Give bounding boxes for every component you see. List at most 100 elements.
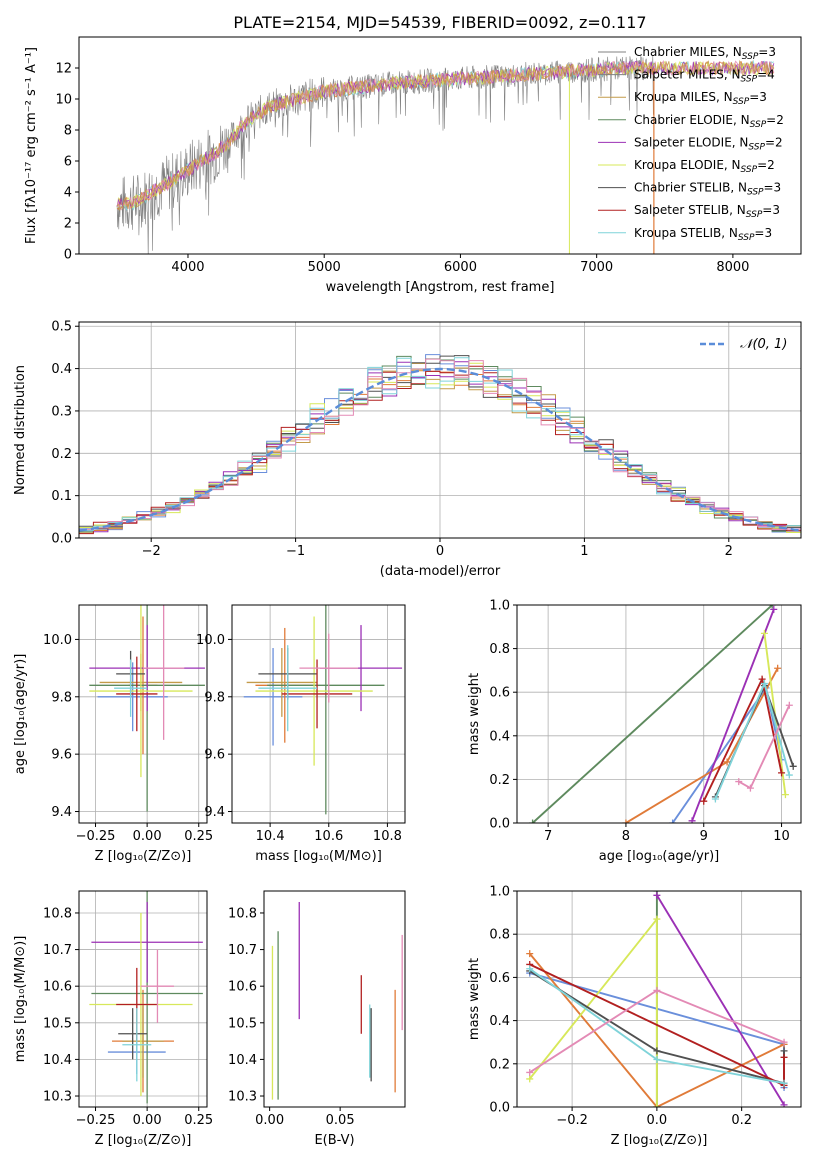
y-tick-label: 10.4: [228, 1053, 257, 1068]
weight-marker: [746, 784, 754, 792]
chart-spectrum: 4000 5000 6000 7000 8000 0 2 4 6 8 10 12 wavelength …: [24, 36, 802, 295]
y-tick-label: 1.0: [489, 599, 510, 614]
y-tick-label: 9.8: [204, 690, 225, 705]
weight-marker: [700, 797, 708, 805]
errorbar-point-7: [281, 659, 353, 729]
plot-area: [271, 901, 403, 1100]
weight-marker: [526, 965, 534, 973]
weight-marker: [758, 675, 766, 683]
weight-marker: [789, 762, 797, 770]
weight-marker: [780, 1079, 788, 1087]
errorbar-point-6: [118, 1008, 148, 1060]
x-tick-label: −0.25: [76, 1113, 116, 1128]
x-tick-label: 5000: [308, 260, 341, 275]
legend-entry: Kroupa STELIB, NSSP=3: [634, 226, 772, 243]
plot-area: [529, 605, 797, 823]
y-tick-label: 10.7: [43, 943, 72, 958]
chart-weight-vs-z: −0.2 0.0 0.2 0.0 0.2 0.4 0.6 0.8 1.0 Z [log₁₀(Z/Z…: [467, 885, 802, 1148]
x-axis-label: Z [log₁₀(Z/Z⊙)]: [95, 849, 192, 864]
errorbar-point-5: [89, 605, 193, 778]
legend-entry: Salpeter STELIB, NSSP=3: [634, 203, 780, 220]
weight-marker: [778, 769, 786, 777]
weight-marker: [785, 701, 793, 709]
y-tick-label: 6: [64, 155, 72, 170]
errorbar-point-8: [258, 645, 318, 732]
x-tick-label: 10: [773, 829, 790, 844]
weight-marker: [526, 1068, 534, 1076]
plot-area: [79, 354, 801, 535]
x-tick-label: 0.25: [184, 829, 213, 844]
x-tick-label: 0.25: [184, 1113, 213, 1128]
chart-weight-vs-age: 7 8 9 10 0.0 0.2 0.4 0.6 0.8 1.0 age [log₁₀(age/yr…: [467, 599, 802, 864]
legend-entry: Kroupa ELODIE, NSSP=2: [634, 158, 775, 175]
weight-marker: [526, 1075, 534, 1083]
weight-marker: [768, 605, 776, 609]
y-axis-label: age [log₁₀(age/yr)]: [13, 654, 28, 775]
x-tick-label: 8: [622, 829, 630, 844]
y-tick-label: 4: [64, 186, 72, 201]
weight-marker: [780, 1047, 788, 1055]
axes-frame: [78, 604, 208, 824]
y-tick-label: 10.7: [228, 943, 257, 958]
errorbar-point-5: [255, 616, 373, 766]
y-tick-label: 0.2: [489, 1057, 510, 1072]
plot-area: [89, 605, 205, 812]
x-tick-label: 1: [580, 544, 588, 559]
x-tick-label: 10.6: [314, 829, 343, 844]
y-tick-label: 0: [64, 248, 72, 263]
weight-marker: [785, 771, 793, 779]
y-tick-label: 10.8: [228, 906, 257, 921]
errorbar-point-0: [97, 662, 168, 732]
axes-frame: [231, 604, 406, 824]
weight-marker: [780, 1038, 788, 1046]
legend-entry: Chabrier MILES, NSSP=3: [634, 45, 776, 62]
errorbar-point-2: [246, 648, 318, 717]
x-tick-label: 8000: [716, 260, 749, 275]
y-tick-label: 10.3: [43, 1090, 72, 1105]
errorbar-point-0: [243, 648, 303, 746]
plot-area: [243, 605, 403, 815]
y-tick-label: 9.4: [51, 805, 72, 820]
x-axis-label: Z [log₁₀(Z/Z⊙)]: [611, 1133, 708, 1148]
y-axis-label: Normed distribution: [13, 365, 28, 495]
y-tick-label: 0.2: [489, 773, 510, 788]
weight-marker: [653, 1055, 661, 1063]
errorbar-point-3: [267, 605, 385, 815]
weight-marker: [653, 1103, 661, 1107]
y-axis-label: mass [log₁₀(M/M⊙)]: [13, 936, 28, 1063]
x-tick-label: 0.00: [255, 1113, 284, 1128]
weight-marker: [723, 758, 731, 766]
y-tick-label: 0.0: [489, 817, 510, 832]
y-tick-label: 0.5: [51, 320, 72, 335]
weight-marker: [711, 795, 719, 803]
y-tick-label: 9.6: [204, 748, 225, 763]
y-tick-label: 0.8: [489, 642, 510, 657]
errorbar-point-8: [122, 1008, 152, 1082]
y-tick-label: 10.8: [43, 906, 72, 921]
weight-marker: [688, 817, 696, 823]
weight-marker: [669, 819, 677, 823]
weight-marker: [526, 950, 534, 958]
legend-entry: Salpeter MILES, NSSP=4: [634, 68, 775, 85]
x-axis-label: mass [log₁₀(M/M⊙)]: [255, 849, 382, 864]
legend-entry: Chabrier ELODIE, NSSP=2: [634, 113, 784, 130]
axes-frame: [78, 890, 208, 1108]
y-tick-label: 12: [55, 62, 72, 77]
legend-entry: 𝒩(0, 1): [740, 337, 787, 352]
errorbar-point-9: [143, 605, 185, 740]
x-axis-label: E(B-V): [314, 1133, 354, 1148]
weight-series-3: [691, 609, 775, 822]
x-tick-label: 0.2: [731, 1113, 752, 1128]
x-tick-label: 0.05: [326, 1113, 355, 1128]
y-axis-label: mass weight: [467, 958, 482, 1040]
x-tick-label: −0.25: [76, 829, 116, 844]
y-tick-label: 0.0: [51, 532, 72, 547]
x-axis-label: age [log₁₀(age/yr)]: [599, 849, 720, 864]
y-tick-label: 2: [64, 217, 72, 232]
x-axis-label: (data-model)/error: [380, 564, 501, 579]
plot-area: [89, 891, 203, 1104]
errorbar-point-4: [91, 901, 203, 983]
weight-marker: [780, 1053, 788, 1061]
model-spectrum-5: [116, 59, 775, 212]
